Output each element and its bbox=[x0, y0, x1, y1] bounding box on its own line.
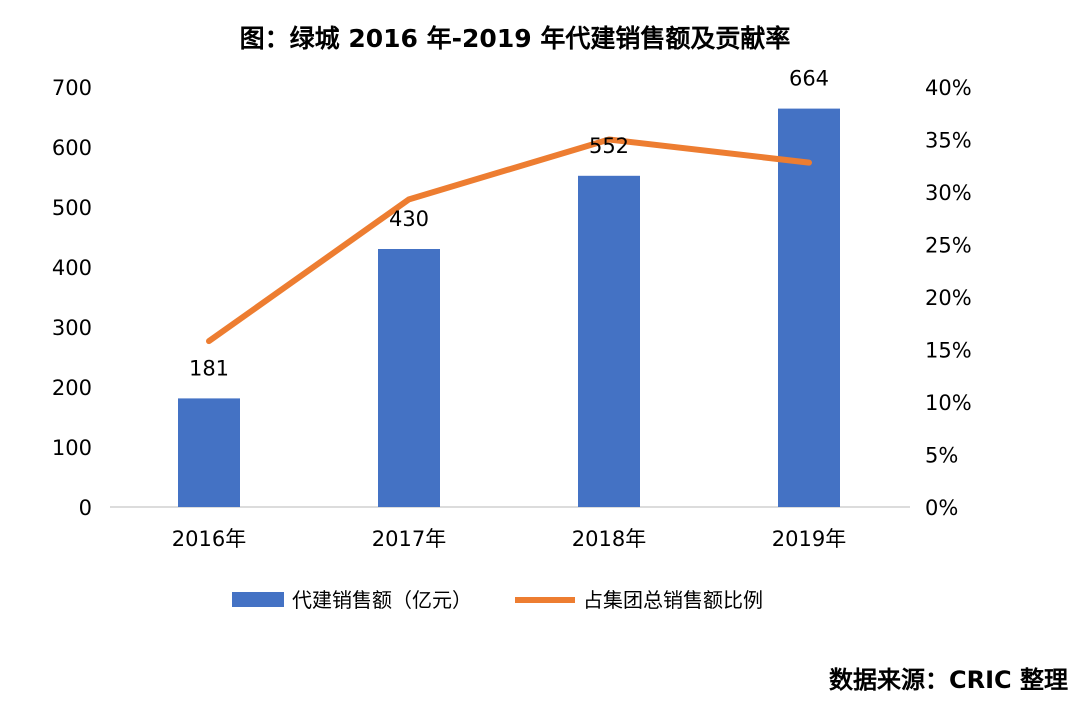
legend-label-bar: 代建销售额（亿元） bbox=[292, 588, 472, 612]
right-tick-label: 30% bbox=[925, 181, 972, 205]
data-label: 552 bbox=[589, 134, 629, 158]
right-tick-label: 25% bbox=[925, 234, 972, 258]
right-tick-label: 5% bbox=[925, 444, 958, 468]
bar bbox=[578, 176, 640, 507]
line-series bbox=[209, 140, 809, 342]
data-label: 181 bbox=[189, 356, 229, 380]
left-tick-label: 400 bbox=[52, 256, 92, 280]
right-tick-label: 20% bbox=[925, 286, 972, 310]
left-tick-label: 500 bbox=[52, 196, 92, 220]
left-tick-label: 700 bbox=[52, 76, 92, 100]
chart-title: 图：绿城 2016 年-2019 年代建销售额及贡献率 bbox=[240, 24, 791, 53]
bar bbox=[778, 109, 840, 507]
legend-swatch-bar bbox=[232, 592, 284, 607]
data-label: 430 bbox=[389, 207, 429, 231]
right-tick-label: 10% bbox=[925, 391, 972, 415]
left-tick-label: 600 bbox=[52, 136, 92, 160]
legend-label-line: 占集团总销售额比例 bbox=[583, 588, 763, 612]
bar bbox=[178, 398, 240, 507]
left-tick-label: 200 bbox=[52, 376, 92, 400]
data-label: 664 bbox=[789, 67, 829, 91]
left-tick-label: 100 bbox=[52, 436, 92, 460]
x-tick-label: 2017年 bbox=[372, 527, 446, 551]
x-tick-label: 2018年 bbox=[572, 527, 646, 551]
left-tick-label: 0 bbox=[79, 496, 92, 520]
x-tick-label: 2016年 bbox=[172, 527, 246, 551]
legend: 代建销售额（亿元） 占集团总销售额比例 bbox=[232, 588, 763, 612]
right-tick-label: 15% bbox=[925, 339, 972, 363]
right-tick-label: 0% bbox=[925, 496, 958, 520]
source-note: 数据来源：CRIC 整理 bbox=[829, 666, 1068, 694]
right-tick-label: 35% bbox=[925, 129, 972, 153]
left-tick-label: 300 bbox=[52, 316, 92, 340]
bar bbox=[378, 249, 440, 507]
x-tick-label: 2019年 bbox=[772, 527, 846, 551]
right-tick-label: 40% bbox=[925, 76, 972, 100]
